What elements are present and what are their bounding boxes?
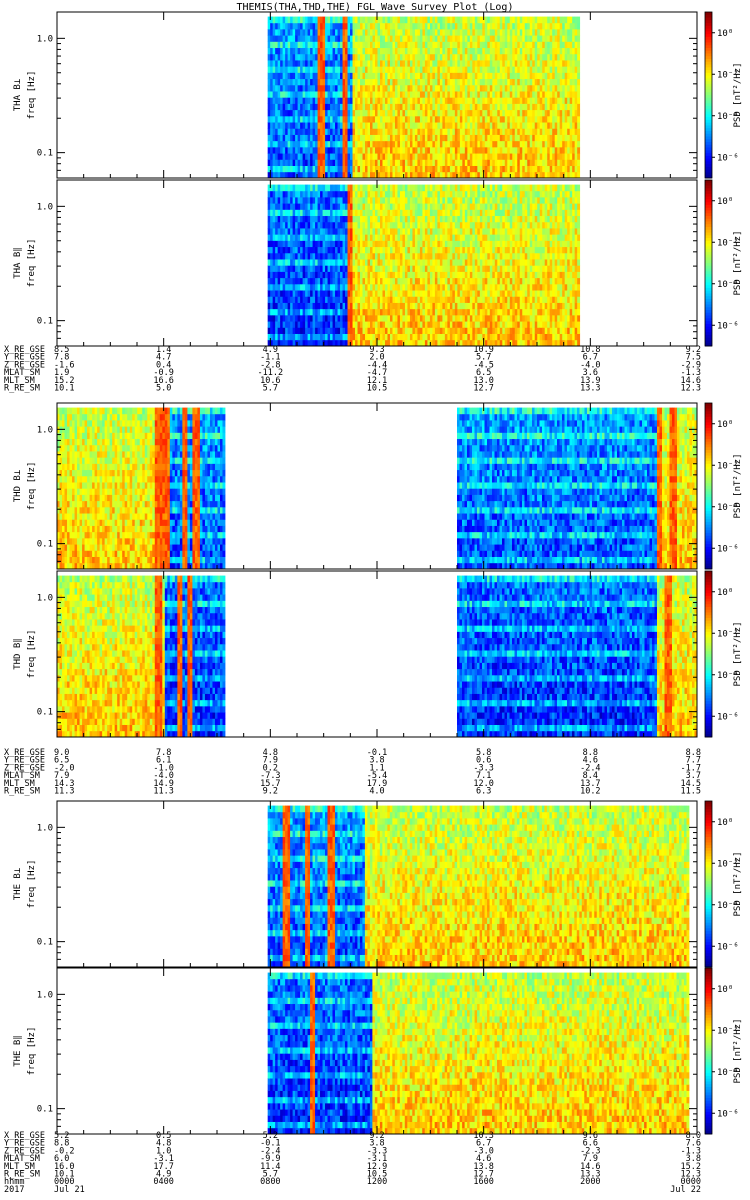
ephemeris-value: 4.0: [369, 787, 384, 797]
ephemeris-value: 11.5: [681, 787, 701, 797]
colorbar-label: PSD [nT²/Hz]: [733, 621, 743, 686]
ephemeris-value: 12.7: [473, 384, 493, 394]
y-tick-label: 0.1: [37, 938, 53, 948]
ephemeris-value: 10.5: [367, 384, 387, 394]
colorbar-tick-label: 10⁻⁶: [717, 544, 739, 554]
y-tick-label: 1.0: [37, 990, 53, 1000]
ephemeris-value: Jul 21: [54, 1185, 85, 1195]
colorbar-tick-label: 10⁰: [717, 197, 733, 207]
ephemeris-value: 11.3: [54, 787, 74, 797]
ephemeris-value: 0400: [153, 1177, 173, 1187]
ephemeris-value: 9.2: [263, 787, 278, 797]
ephemeris-value: 13.3: [580, 384, 600, 394]
colorbar-tick-label: 10⁰: [717, 985, 733, 995]
ephemeris-value: 12.3: [681, 384, 701, 394]
panel-ylabel: THA B∥: [13, 247, 23, 279]
ephemeris-label: R_RE_SM: [4, 384, 40, 394]
spectrogram-thd-par: [57, 576, 697, 738]
y-tick-label: 0.1: [37, 540, 53, 550]
ephemeris-value: 5.7: [263, 384, 278, 394]
y-tick-label: 0.1: [37, 149, 53, 159]
colorbar-tick-label: 10⁰: [717, 29, 733, 39]
ephemeris-value: 11.3: [153, 787, 173, 797]
colorbar-tick-label: 10⁰: [717, 818, 733, 828]
y-tick-label: 1.0: [37, 425, 53, 435]
panel-ylabel: THD B⊥: [13, 469, 23, 502]
panel-ylabel: THE B∥: [13, 1035, 23, 1067]
y-tick-label: 1.0: [37, 202, 53, 212]
ephemeris-value: 10.2: [580, 787, 600, 797]
ephemeris-value: 2000: [580, 1177, 600, 1187]
ephemeris-value: 6.3: [476, 787, 491, 797]
y-tick-label: 1.0: [37, 34, 53, 44]
freq-ylabel: freq [Hz]: [27, 239, 37, 288]
panel-ylabel: THE B⊥: [13, 867, 23, 900]
y-tick-label: 0.1: [37, 1105, 53, 1115]
y-tick-label: 0.1: [37, 317, 53, 327]
spectrogram-tha-perp: [268, 17, 580, 179]
freq-ylabel: freq [Hz]: [27, 71, 37, 120]
colorbar-tick-label: 10⁻⁶: [717, 942, 739, 952]
freq-ylabel: freq [Hz]: [27, 1027, 37, 1076]
ephemeris-label: R_RE_SM: [4, 787, 40, 797]
colorbar-tick-label: 10⁰: [717, 588, 733, 598]
spectrogram-thd-perp: [57, 408, 697, 570]
ephemeris-value: 1200: [367, 1177, 387, 1187]
ephemeris-value: 0800: [260, 1177, 280, 1187]
y-tick-label: 1.0: [37, 823, 53, 833]
spectrogram-the-perp: [268, 806, 690, 968]
chart-title: THEMIS(THA,THD,THE) FGL Wave Survey Plot…: [237, 2, 514, 13]
ephemeris-thd: X_RE_GSE 9.0 7.8 4.8 -0.1 5.8 8.8 8.8Y_RE_GSE 6.…: [4, 748, 701, 797]
colorbar-tick-label: 10⁻⁶: [717, 1109, 739, 1119]
y-tick-label: 1.0: [37, 593, 53, 603]
ephemeris-the: X_RE_GSE 5.2 0.5 5.2 9.2 10.3 9.6 8.0Y_RE_GSE 8.…: [4, 1131, 701, 1195]
ephemeris-tha: X_RE_GSE 8.5 1.4 4.9 9.3 10.9 10.8 9.2Y_RE_GSE 7…: [4, 345, 701, 394]
ephemeris-label: 2017: [4, 1185, 24, 1195]
panel-ylabel: THA B⊥: [13, 78, 23, 111]
freq-ylabel: freq [Hz]: [27, 860, 37, 909]
colorbar-label: PSD [nT²/Hz]: [733, 453, 743, 518]
spectrogram-the-par: [268, 973, 690, 1135]
ephemeris-value: 1600: [473, 1177, 493, 1187]
colorbar-label: PSD [nT²/Hz]: [733, 62, 743, 127]
ephemeris-value: 10.1: [54, 384, 74, 394]
ephemeris-value: Jul 22: [670, 1185, 701, 1195]
colorbar-label: PSD [nT²/Hz]: [733, 851, 743, 916]
colorbar-tick-label: 10⁻⁶: [717, 153, 739, 163]
colorbar-label: PSD [nT²/Hz]: [733, 1018, 743, 1083]
ephemeris-value: 5.0: [156, 384, 171, 394]
freq-ylabel: freq [Hz]: [27, 630, 37, 679]
spectrogram-tha-par: [268, 185, 580, 347]
y-tick-label: 0.1: [37, 708, 53, 718]
colorbar-label: PSD [nT²/Hz]: [733, 230, 743, 295]
colorbar-tick-label: 10⁰: [717, 420, 733, 430]
colorbar-tick-label: 10⁻⁶: [717, 321, 739, 331]
freq-ylabel: freq [Hz]: [27, 462, 37, 511]
colorbar-tick-label: 10⁻⁶: [717, 712, 739, 722]
panel-ylabel: THD B∥: [13, 638, 23, 670]
